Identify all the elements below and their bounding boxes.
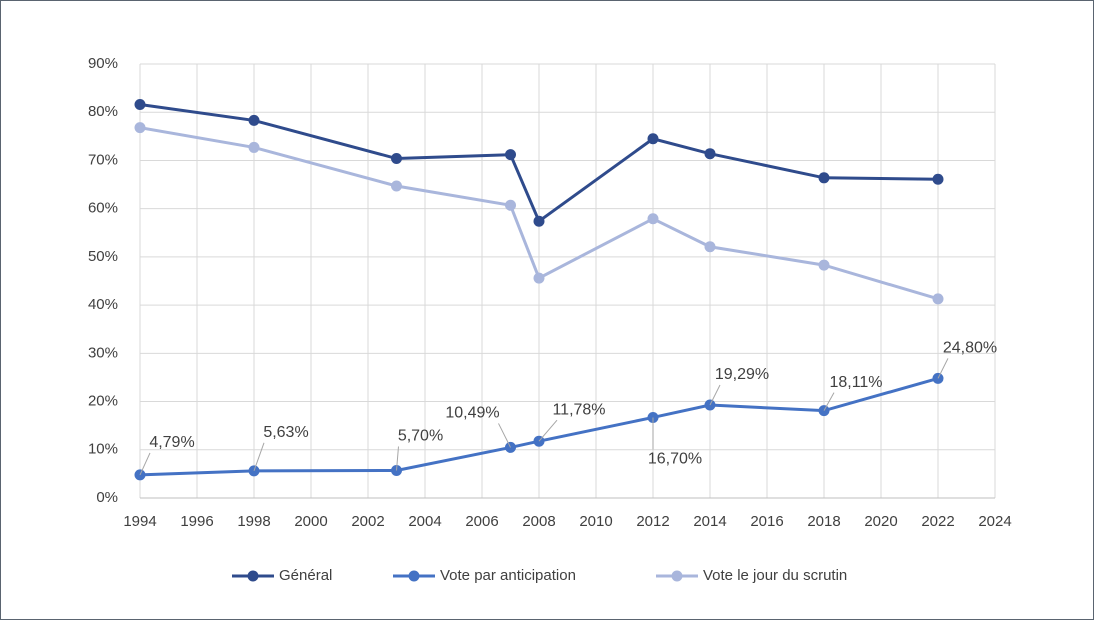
leader-line: [498, 423, 511, 448]
x-tick-label: 2012: [636, 513, 669, 530]
data-label: 16,70%: [648, 451, 702, 468]
data-point: [391, 153, 402, 165]
x-tick-label: 1996: [180, 513, 213, 530]
data-point: [647, 133, 659, 145]
data-label: 19,29%: [715, 366, 769, 383]
leader-line: [396, 446, 399, 471]
x-tick-label: 2016: [750, 513, 783, 530]
data-label: 11,78%: [552, 401, 605, 418]
data-point: [932, 293, 944, 305]
leader-line: [709, 384, 721, 406]
y-tick-label: 0%: [96, 489, 118, 506]
data-point: [505, 149, 516, 161]
data-label: 5,70%: [398, 428, 443, 445]
leader-line: [937, 358, 949, 379]
x-tick-label: 1994: [123, 513, 156, 530]
data-point: [818, 259, 830, 271]
data-label: 10,49%: [445, 405, 499, 422]
data-point: [248, 141, 260, 153]
data-point: [505, 199, 516, 211]
y-tick-label: 30%: [88, 344, 118, 361]
x-tick-label: 2024: [978, 513, 1011, 530]
x-tick-label: 2014: [693, 513, 726, 530]
data-label: 18,11%: [829, 374, 882, 391]
x-tick-label: 2022: [921, 513, 954, 530]
data-point: [932, 173, 944, 185]
y-tick-label: 40%: [88, 296, 118, 313]
y-tick-label: 50%: [88, 248, 118, 265]
legend-label: Vote le jour du scrutin: [703, 567, 847, 584]
x-tick-label: 2000: [294, 513, 327, 530]
legend-label: Général: [279, 567, 332, 584]
x-tick-label: 2004: [408, 513, 441, 530]
data-point: [533, 215, 545, 227]
x-tick-label: 2002: [351, 513, 384, 530]
data-point: [704, 241, 716, 253]
data-point: [647, 213, 659, 225]
leader-line: [139, 452, 151, 476]
data-point: [533, 272, 545, 284]
x-tick-label: 2018: [807, 513, 840, 530]
x-tick-label: 2020: [864, 513, 897, 530]
x-tick-label: 2008: [522, 513, 555, 530]
y-tick-label: 20%: [88, 393, 118, 410]
data-label: 5,63%: [263, 424, 308, 441]
data-point: [248, 114, 260, 126]
legend-marker: [671, 570, 683, 582]
data-point: [391, 180, 402, 192]
y-tick-label: 60%: [88, 200, 118, 217]
y-tick-label: 90%: [88, 55, 118, 72]
data-point: [134, 122, 146, 134]
y-tick-label: 10%: [88, 441, 118, 458]
legend-label: Vote par anticipation: [440, 567, 576, 584]
data-label: 4,79%: [149, 434, 194, 451]
data-point: [818, 172, 830, 184]
data-label: 24,80%: [943, 340, 997, 357]
leader-line: [253, 442, 265, 472]
legend-marker: [408, 570, 420, 582]
legend-marker: [247, 570, 259, 582]
x-tick-label: 2006: [465, 513, 498, 530]
x-tick-label: 1998: [237, 513, 270, 530]
data-point: [134, 99, 146, 111]
leader-line: [823, 392, 835, 411]
leader-line: [538, 419, 558, 442]
y-tick-label: 70%: [88, 151, 118, 168]
x-tick-label: 2010: [579, 513, 612, 530]
data-point: [704, 148, 716, 160]
y-tick-label: 80%: [88, 103, 118, 120]
